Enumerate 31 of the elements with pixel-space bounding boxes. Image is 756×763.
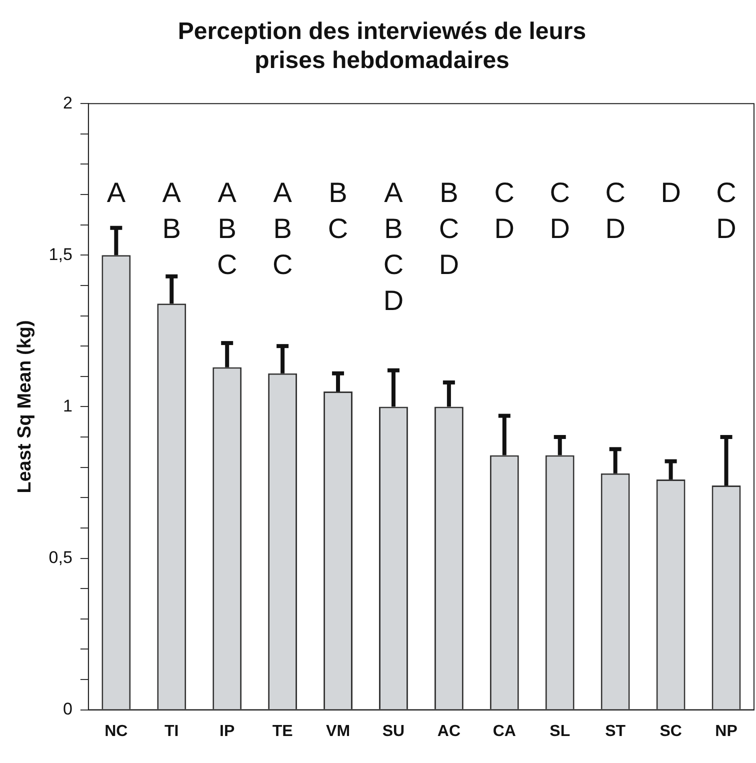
x-tick-label: NP [715, 722, 738, 740]
x-tick-label: SU [382, 722, 405, 740]
annotation: B C [328, 177, 348, 244]
annotation: A [106, 177, 126, 208]
y-tick-label: 2 [62, 93, 72, 112]
annotation: A B C [216, 177, 238, 280]
x-tick-label: IP [220, 722, 235, 740]
x-tick-label: TI [164, 722, 179, 740]
chart-title: Perception des interviewés de leurs prises hebdomadaires [178, 18, 586, 74]
annotation: A B [162, 177, 182, 244]
annotation: C D [716, 177, 736, 244]
x-tick-label: NC [104, 722, 128, 740]
x-tick-label: SC [660, 722, 682, 740]
y-tick-label: 0 [62, 699, 72, 718]
annotation: D [660, 177, 681, 208]
x-tick-label: AC [437, 722, 461, 740]
annotation: C D [494, 177, 515, 244]
annotation: A B C [272, 177, 293, 280]
x-tick-label: CA [492, 722, 516, 740]
x-tick-label: TE [272, 722, 294, 740]
y-axis-title: Least Sq Mean (kg) [14, 320, 36, 494]
annotation: C D [550, 177, 570, 244]
annotation: B C D [438, 177, 460, 280]
y-tick-label: 0,5 [48, 548, 72, 567]
y-tick-label: 1 [62, 396, 72, 416]
annotation: C D [605, 177, 626, 244]
x-tick-label: ST [605, 722, 626, 740]
annotation: A B C D [383, 177, 404, 316]
x-tick-label: VM [326, 722, 350, 740]
y-tick-label: 1,5 [48, 244, 72, 264]
x-tick-label: SL [550, 722, 570, 740]
